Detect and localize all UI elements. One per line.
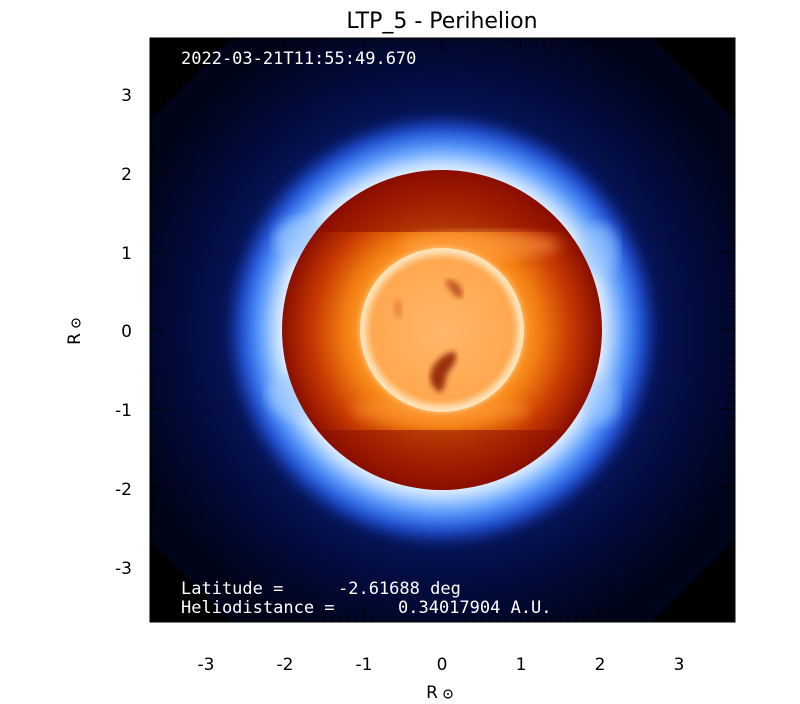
x-axis-label: R <box>426 683 453 703</box>
corona-image <box>150 38 735 622</box>
heliodistance-label: Heliodistance = <box>181 598 335 618</box>
y-tick-label: 2 <box>121 165 132 185</box>
svg-text:R: R <box>426 683 438 703</box>
y-tick-label: 1 <box>121 244 132 264</box>
x-tick-label: 2 <box>595 655 606 675</box>
y-tick-label: -3 <box>115 559 132 579</box>
y-tick-label: -2 <box>115 480 132 500</box>
x-tick-label: -3 <box>198 655 215 675</box>
sun-circledot-icon <box>71 318 81 328</box>
plot-title: LTP_5 - Perihelion <box>346 9 537 34</box>
x-tick-label: 0 <box>437 655 448 675</box>
x-tick-labels: -3 -2 -1 0 1 2 3 <box>198 655 685 675</box>
y-axis-label: R <box>65 318 85 345</box>
heliodistance-value: 0.34017904 A.U. <box>398 598 552 618</box>
x-tick-label: 3 <box>674 655 685 675</box>
latitude-value: -2.61688 deg <box>338 579 461 599</box>
y-tick-labels: 3 2 1 0 -1 -2 -3 <box>115 86 132 579</box>
y-tick-label: 3 <box>121 86 132 106</box>
x-tick-label: -1 <box>356 655 373 675</box>
svg-text:R: R <box>65 333 85 345</box>
y-tick-label: 0 <box>121 322 132 342</box>
solar-disk <box>360 248 524 412</box>
x-tick-label: 1 <box>516 655 527 675</box>
sun-circledot-icon <box>443 689 453 699</box>
latitude-label: Latitude = <box>181 579 283 599</box>
x-tick-label: -2 <box>277 655 294 675</box>
timestamp-overlay: 2022-03-21T11:55:49.670 <box>181 49 416 69</box>
y-tick-label: -1 <box>115 401 132 421</box>
axis-ticks <box>150 38 735 622</box>
